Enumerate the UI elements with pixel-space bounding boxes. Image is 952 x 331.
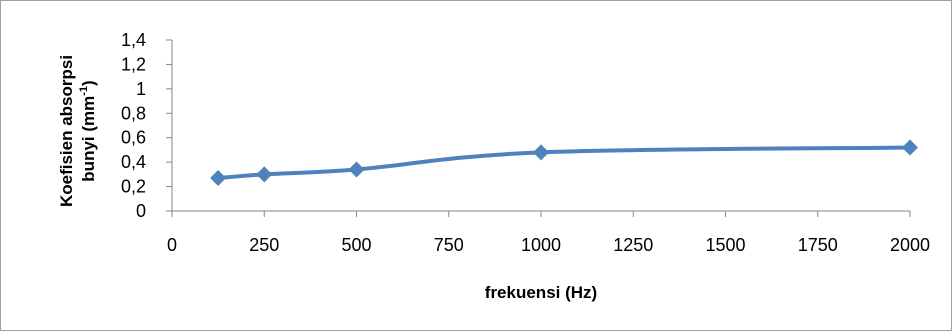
y-tick-label: 0,8: [121, 103, 146, 123]
y-tick-label: 1,4: [121, 30, 146, 50]
y-tick-group: 0 0,2 0,4 0,6 0,8 1 1,2 1,4: [121, 30, 172, 221]
y-tick-label: 1,2: [121, 54, 146, 74]
data-point-marker: [902, 139, 918, 156]
x-tick-label: 2000: [890, 235, 930, 255]
x-tick-label: 0: [167, 235, 177, 255]
y-axis-title-superscript: -1: [78, 86, 90, 96]
x-axis-title: frekuensi (Hz): [485, 283, 597, 302]
data-point-marker: [533, 144, 549, 161]
y-axis-title-line2-prefix: bunyi (mm: [79, 96, 98, 182]
y-axis-title: Koefisien absorpsi bunyi (mm-1): [57, 55, 98, 207]
x-tick-label: 1000: [521, 235, 561, 255]
data-point-marker: [348, 161, 365, 178]
y-tick-label: 0,4: [121, 152, 146, 172]
data-point-marker: [210, 170, 227, 187]
y-axis-title-line2-suffix: ): [79, 80, 98, 86]
data-point-marker: [256, 166, 273, 183]
x-tick-label: 250: [249, 235, 279, 255]
x-tick-label: 1750: [798, 235, 838, 255]
y-axis-title-line1: Koefisien absorpsi: [57, 55, 76, 207]
series-group: [210, 139, 918, 187]
x-tick-label: 750: [434, 235, 464, 255]
y-tick-label: 0,2: [121, 177, 146, 197]
y-tick-label: 0: [136, 201, 146, 221]
x-tick-label: 500: [341, 235, 371, 255]
y-axis-title-line2: bunyi (mm-1): [78, 80, 98, 181]
y-tick-label: 1: [136, 79, 146, 99]
x-tick-label: 1250: [613, 235, 653, 255]
x-tick-group: 0 250 500 750 1000 1250 1500 1750 2000: [167, 211, 930, 255]
y-tick-label: 0,6: [121, 128, 146, 148]
x-tick-label: 1500: [705, 235, 745, 255]
